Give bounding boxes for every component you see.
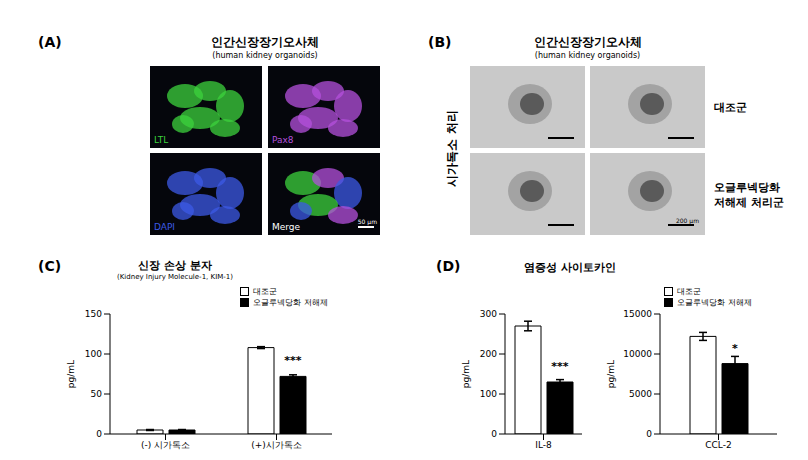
html-text:신장 손상 분자: 신장 손상 분자 <box>138 259 212 272</box>
html-text:50 μm: 50 μm <box>357 218 377 225</box>
svg-text:***: *** <box>551 360 569 373</box>
html-text:LTL: LTL <box>154 135 169 145</box>
html-text:오글루넥당화 저해제: 오글루넥당화 저해제 <box>253 298 328 307</box>
html-text:(A): (A) <box>38 34 62 50</box>
svg-text:15000: 15000 <box>623 309 652 319</box>
html-text:인간신장장기오사체: 인간신장장기오사체 <box>533 35 642 49</box>
svg-text:5000: 5000 <box>629 389 652 399</box>
html-text:염증성 사이토카인: 염증성 사이토카인 <box>524 261 616 274</box>
svg-text:***: *** <box>284 354 302 367</box>
html-text:오글루넥당화: 오글루넥당화 <box>714 181 780 194</box>
html-text:Pax8: Pax8 <box>272 135 294 145</box>
html-text:DAPI: DAPI <box>154 222 175 232</box>
html-text:대조군: 대조군 <box>677 287 701 296</box>
svg-text:50: 50 <box>91 389 103 399</box>
svg-text:100: 100 <box>85 349 102 359</box>
html-text:200 μm: 200 μm <box>676 217 699 224</box>
svg-text:CCL-2: CCL-2 <box>705 440 731 450</box>
svg-text:10000: 10000 <box>623 349 652 359</box>
svg-text:100: 100 <box>480 389 497 399</box>
svg-text:200: 200 <box>480 349 497 359</box>
html-text:(D): (D) <box>436 258 461 274</box>
svg-text:(+)시가독소: (+)시가독소 <box>251 440 302 450</box>
svg-text:150: 150 <box>85 309 102 319</box>
svg-text:(-) 시가독소: (-) 시가독소 <box>141 440 190 450</box>
svg-text:0: 0 <box>646 429 652 439</box>
svg-text:pg/mL: pg/mL <box>606 360 616 388</box>
html-text:(Kidney Injury Molecule-1, KIM: (Kidney Injury Molecule-1, KIM-1) <box>117 273 233 281</box>
svg-text:0: 0 <box>491 429 497 439</box>
svg-text:*: * <box>732 342 738 355</box>
html-text:인간신장장기오사체: 인간신장장기오사체 <box>211 35 319 49</box>
svg-text:IL-8: IL-8 <box>535 440 552 450</box>
html-text:오글루넥당화 저해제: 오글루넥당화 저해제 <box>677 298 752 307</box>
svg-text:pg/mL: pg/mL <box>461 360 471 388</box>
html-text:(B): (B) <box>428 34 452 50</box>
svg-text:pg/mL: pg/mL <box>66 360 76 388</box>
html-text:(C): (C) <box>38 258 62 274</box>
svg-text:0: 0 <box>96 429 102 439</box>
html-text:Merge: Merge <box>272 222 301 232</box>
html-text:저해제 처리군: 저해제 처리군 <box>714 196 784 209</box>
html-text:대조군: 대조군 <box>253 287 278 296</box>
html-text:(human kidney organoids): (human kidney organoids) <box>212 51 318 60</box>
svg-text:300: 300 <box>480 309 497 319</box>
html-text:대조군: 대조군 <box>714 101 747 114</box>
html-text:(human kidney organoids): (human kidney organoids) <box>534 51 641 60</box>
html-text:시가독소 처리: 시가독소 처리 <box>444 110 459 187</box>
